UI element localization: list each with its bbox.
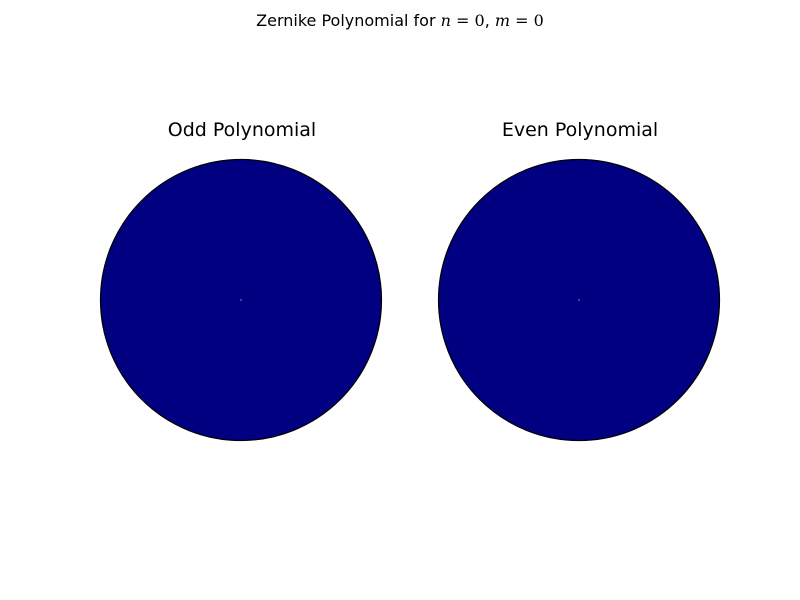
figure-suptitle: Zernike Polynomial for n = 0, m = 0 xyxy=(0,11,800,30)
odd-polynomial-title: Odd Polynomial xyxy=(167,119,317,141)
m-equals: = xyxy=(510,11,534,30)
m-value: 0 xyxy=(533,11,544,30)
m-symbol: m xyxy=(494,11,511,30)
suptitle-separator: , xyxy=(484,11,495,30)
n-value: 0 xyxy=(474,11,485,30)
even-polynomial-plot xyxy=(437,158,721,442)
n-equals: = xyxy=(450,11,475,30)
odd-polynomial-center-dot xyxy=(240,299,242,301)
odd-polynomial-plot xyxy=(99,158,383,442)
suptitle-prefix: Zernike Polynomial for xyxy=(256,11,441,30)
n-symbol: n xyxy=(440,11,451,30)
even-polynomial-center-dot xyxy=(578,299,580,301)
even-polynomial-title: Even Polynomial xyxy=(501,119,659,141)
